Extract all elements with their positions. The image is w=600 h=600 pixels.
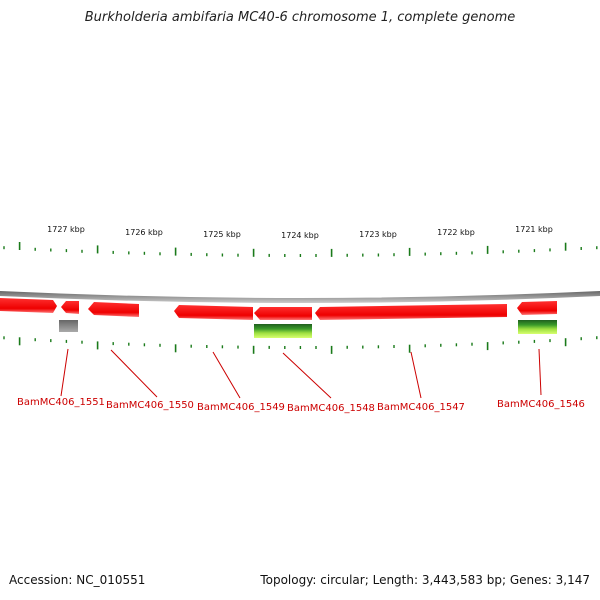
leader-lines [60, 348, 542, 399]
leader-line-1547 [410, 351, 422, 399]
leader-line-1546 [538, 348, 542, 396]
gene-label-1549[interactable]: BamMC406_1549 [197, 402, 285, 413]
genes-label: Genes: [509, 573, 552, 587]
leader-line-1551 [60, 348, 69, 397]
feature-grey-1551[interactable] [59, 320, 78, 332]
leader-line-1549 [212, 351, 241, 399]
genes-count-value: 3,147 [555, 573, 590, 587]
gene-label-1551[interactable]: BamMC406_1551 [17, 397, 105, 408]
scale-label-1722: 1722 kbp [437, 228, 475, 237]
scale-label-1724: 1724 kbp [281, 231, 319, 240]
gene-label-1547[interactable]: BamMC406_1547 [377, 402, 465, 413]
length-value: 3,443,583 bp [421, 573, 502, 587]
scale-label-1721: 1721 kbp [515, 225, 553, 234]
gene-arrow-1546[interactable] [517, 301, 557, 315]
gene-arrow-1548[interactable] [254, 307, 312, 320]
page-title: Burkholderia ambifaria MC40-6 chromosome… [84, 10, 516, 25]
feature-green-1546[interactable] [518, 320, 557, 334]
scale-label-1726: 1726 kbp [125, 228, 163, 237]
gene-arrow-1549[interactable] [174, 305, 253, 320]
gene-features [0, 298, 557, 320]
topology-value: circular [320, 573, 365, 587]
scale-label-1723: 1723 kbp [359, 230, 397, 239]
chromosome-backbone [0, 291, 600, 303]
leader-line-1548 [282, 352, 332, 399]
gene-label-1548[interactable]: BamMC406_1548 [287, 403, 375, 414]
gene-arrow-1550[interactable] [88, 302, 139, 317]
accession-info: Accession: NC_010551 [9, 573, 145, 587]
gene-label-1550[interactable]: BamMC406_1550 [106, 400, 194, 411]
outer-scale-ticks [3, 242, 598, 257]
length-label: Length: [372, 573, 419, 587]
topology-label: Topology: [260, 573, 317, 587]
gene-arrow-1547[interactable] [315, 304, 507, 320]
accession-label: Accession: [9, 573, 73, 587]
scale-label-1725: 1725 kbp [203, 230, 241, 239]
inner-scale-ticks [3, 336, 598, 354]
gene-arrow-left-edge[interactable] [0, 298, 57, 313]
gene-label-1546[interactable]: BamMC406_1546 [497, 399, 585, 410]
accession-value: NC_010551 [76, 573, 146, 587]
gene-arrow-1551[interactable] [61, 301, 79, 314]
feature-green-1548[interactable] [254, 324, 312, 338]
leader-line-1550 [110, 349, 158, 398]
scale-label-1727: 1727 kbp [47, 225, 85, 234]
genome-summary: Topology: circular; Length: 3,443,583 bp… [260, 573, 590, 587]
